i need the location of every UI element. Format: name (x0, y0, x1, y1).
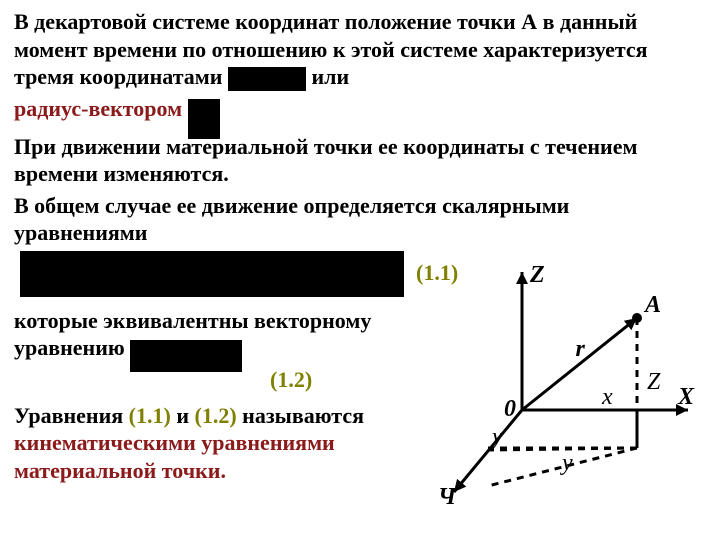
svg-text:X: X (677, 384, 695, 410)
svg-text:Z: Z (529, 262, 545, 288)
p1-text2: или (311, 64, 349, 89)
redacted-r (188, 99, 220, 139)
paragraph-2: При движении материальной точки ее коорд… (14, 133, 706, 188)
p5-e2: (1.2) (195, 403, 237, 428)
svg-text:Ч: Ч (438, 484, 457, 510)
redacted-equation-1 (20, 251, 404, 297)
p5-e1: (1.1) (129, 403, 171, 428)
svg-text:y: y (560, 450, 573, 476)
radius-vector-label: радиус-вектором (14, 96, 188, 121)
svg-text:0: 0 (504, 396, 516, 422)
svg-text:r: r (576, 336, 586, 362)
svg-text:x: x (601, 384, 613, 410)
redacted-equation-2 (130, 340, 242, 372)
paragraph-1: В декартовой системе координат положение… (14, 8, 706, 131)
svg-text:y: y (490, 424, 503, 450)
paragraph-5: Уравнения (1.1) и (1.2) называются кинем… (14, 402, 434, 485)
kinematic-label: кинематическими уравнениями материальной… (14, 430, 335, 483)
svg-text:Z: Z (647, 369, 661, 395)
p5-t1: Уравнения (14, 403, 129, 428)
redacted-coords (228, 67, 306, 91)
p5-t3: называются (237, 403, 364, 428)
p5-t2: и (171, 403, 195, 428)
paragraph-4: которые эквивалентны векторному уравнени… (14, 307, 434, 367)
coordinate-diagram: ZXЧAr0Zxyy (432, 260, 702, 514)
svg-text:A: A (643, 292, 661, 318)
paragraph-3: В общем случае ее движение определяется … (14, 192, 706, 247)
